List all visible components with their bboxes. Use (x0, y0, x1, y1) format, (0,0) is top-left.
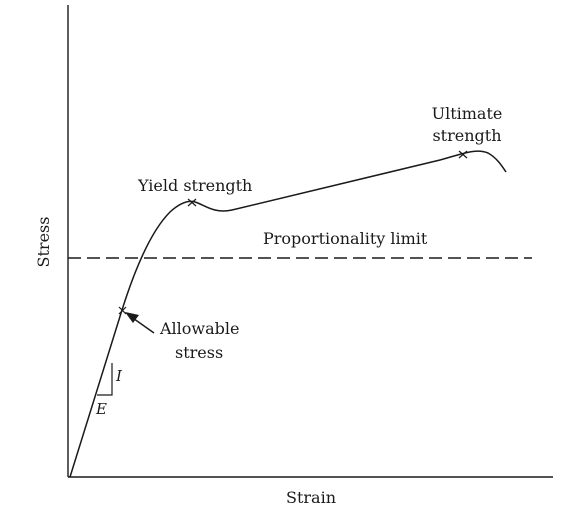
ultimate-strength-label-line2: strength (432, 126, 501, 145)
slope-rise-label: I (115, 367, 123, 385)
stress-strain-curve (69, 150, 507, 478)
ultimate-strength-marker (458, 150, 468, 159)
allowable-stress-label-line1: Allowable (159, 319, 239, 338)
allowable-stress-arrow (125, 312, 155, 334)
allowable-stress-label-line2: stress (175, 343, 223, 362)
x-axis-label: Strain (286, 488, 336, 507)
ultimate-strength-label-line1: Ultimate (432, 104, 503, 123)
yield-strength-marker (187, 198, 197, 207)
y-axis-label: Stress (34, 217, 53, 268)
slope-run-label: E (95, 400, 107, 418)
proportionality-limit-label: Proportionality limit (263, 229, 428, 248)
yield-strength-label: Yield strength (137, 176, 252, 195)
slope-triangle (97, 363, 113, 396)
allowable-stress-marker (118, 306, 127, 315)
